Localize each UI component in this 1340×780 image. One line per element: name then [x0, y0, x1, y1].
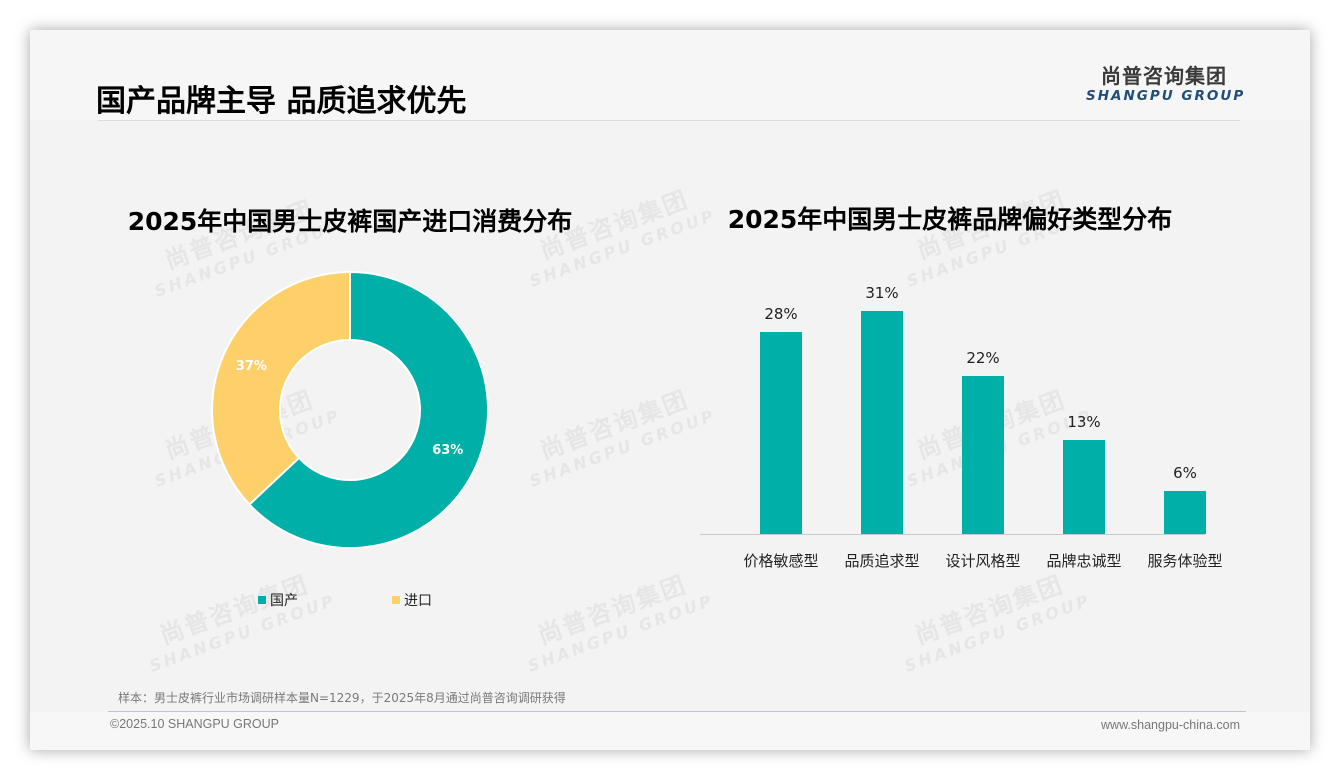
bar-price-sensitive	[760, 332, 802, 534]
bar-value-label: 28%	[764, 305, 798, 324]
copyright-text: ©2025.10 SHANGPU GROUP	[110, 717, 279, 731]
bar-quality-seeking	[861, 310, 903, 534]
legend-item-domestic: 国产	[258, 590, 298, 610]
header-divider	[98, 120, 1240, 121]
x-axis-line	[700, 534, 1205, 535]
legend-label: 进口	[404, 593, 432, 609]
x-axis-category-label: 价格敏感型	[743, 552, 819, 570]
bar-chart-title: 2025年中国男士皮裤品牌偏好类型分布	[727, 205, 1173, 234]
footer-divider	[108, 711, 1246, 712]
bar-value-label: 13%	[1067, 413, 1101, 432]
bar-chart: 28% 31% 22% 13% 6% 价格敏感型 品质追求型 设计风格型 品牌忠…	[700, 280, 1223, 580]
donut-chart: 63% 37%	[210, 270, 490, 550]
footer-band	[30, 712, 1310, 750]
donut-label-import: 37%	[235, 358, 267, 374]
sample-note: 样本：男士皮裤行业市场调研样本量N=1229，于2025年8月通过尚普咨询调研获…	[118, 691, 566, 705]
x-axis-category-label: 品质追求型	[844, 552, 920, 570]
bar-design-style	[962, 375, 1004, 534]
legend-label: 国产	[270, 593, 298, 609]
bar-service-experience	[1164, 490, 1206, 534]
x-axis-category-label: 品牌忠诚型	[1046, 552, 1122, 570]
slide: 尚普咨询集团 SHANGPU GROUP 尚普咨询集团 SHANGPU GROUP …	[30, 30, 1310, 750]
bar-value-label: 22%	[966, 348, 1000, 367]
donut-slice	[247, 270, 489, 549]
bar-brand-loyal	[1063, 440, 1105, 534]
donut-svg	[211, 270, 489, 549]
legend-swatch-teal	[258, 596, 266, 604]
header-band	[30, 30, 1310, 120]
company-logo: 尚普咨询集团 SHANGPU GROUP	[1086, 64, 1246, 104]
page-title: 国产品牌主导 品质追求优先	[96, 84, 467, 119]
logo-cn-text: 尚普咨询集团	[1101, 64, 1227, 88]
donut-slice	[211, 270, 351, 506]
legend-swatch-yellow	[392, 596, 400, 604]
donut-label-domestic: 63%	[432, 443, 464, 459]
bar-value-label: 31%	[865, 283, 899, 302]
legend-item-import: 进口	[392, 590, 432, 610]
bar-value-label: 6%	[1173, 463, 1197, 482]
x-axis-category-label: 设计风格型	[945, 552, 1021, 570]
website-link[interactable]: www.shangpu-china.com	[1101, 718, 1240, 732]
donut-chart-title: 2025年中国男士皮裤国产进口消费分布	[127, 207, 573, 236]
x-axis-category-label: 服务体验型	[1147, 552, 1223, 570]
logo-en-text: SHANGPU GROUP	[1086, 88, 1246, 104]
